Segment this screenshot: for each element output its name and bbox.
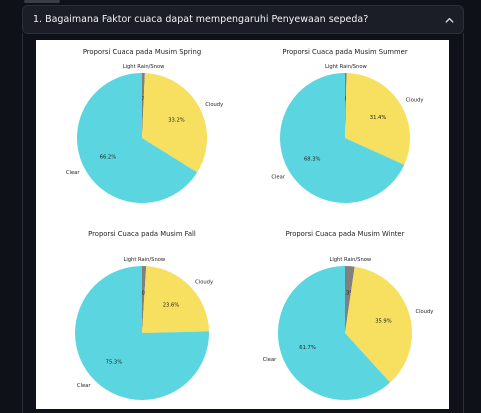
chart-title: Proporsi Cuaca pada Musim Summer — [282, 48, 407, 56]
pie-chart-4: Proporsi Cuaca pada Musim Winter 2.3% Ligh… — [263, 230, 433, 400]
pct-label-clear: 68.3% — [304, 157, 321, 163]
pie-slice-cloudy — [345, 73, 411, 165]
slice-label-cloudy: Cloudy — [406, 98, 424, 104]
pie-slice-cloudy — [142, 266, 209, 333]
pie-chart-figure: Proporsi Cuaca pada Musim Spring 0.7% Ligh… — [36, 40, 449, 409]
pie-slice-light-rain-snow — [345, 266, 355, 333]
chevron-up-icon[interactable] — [444, 15, 455, 26]
pct-label-clear: 75.3% — [106, 359, 123, 365]
slice-label-cloudy: Cloudy — [195, 279, 213, 285]
pct-label-light-rain-snow: 0.4% — [339, 97, 352, 103]
pie-slice-clear — [74, 266, 209, 400]
pie-chart-1: Proporsi Cuaca pada Musim Spring 0.7% Ligh… — [66, 48, 223, 204]
pie-slice-light-rain-snow — [345, 73, 347, 138]
pct-label-cloudy: 35.9% — [375, 319, 392, 325]
slice-label-clear: Clear — [66, 170, 80, 176]
top-divider — [24, 0, 60, 3]
pct-label-cloudy: 23.6% — [163, 303, 180, 309]
slice-label-cloudy: Cloudy — [205, 102, 223, 108]
chart-title: Proporsi Cuaca pada Musim Fall — [88, 230, 196, 238]
pie-charts-svg: Proporsi Cuaca pada Musim Spring 0.7% Ligh… — [66, 48, 433, 400]
pie-slice-light-rain-snow — [142, 72, 145, 138]
weather-question-expander[interactable]: 1. Bagaimana Faktor cuaca dapat mempenga… — [22, 5, 464, 34]
pct-label-cloudy: 31.4% — [370, 115, 387, 121]
pct-label-clear: 61.7% — [299, 345, 316, 351]
pie-slice-cloudy — [345, 266, 412, 383]
chart-title: Proporsi Cuaca pada Musim Winter — [286, 230, 405, 238]
chart-title: Proporsi Cuaca pada Musim Spring — [83, 48, 201, 56]
slice-label-clear: Clear — [263, 357, 277, 363]
slice-label-light-rain-snow: Light Rain/Snow — [123, 257, 165, 263]
pct-label-clear: 66.2% — [100, 154, 117, 160]
pct-label-light-rain-snow: 0.7% — [136, 97, 149, 103]
pie-chart-3: Proporsi Cuaca pada Musim Fall 1.0% Light … — [74, 230, 213, 400]
pie-slice-light-rain-snow — [142, 266, 147, 333]
pie-slice-cloudy — [142, 73, 208, 173]
slice-label-cloudy: Cloudy — [415, 309, 433, 315]
expander-title: 1. Bagaimana Faktor cuaca dapat mempenga… — [33, 14, 369, 25]
pie-slice-clear — [277, 265, 391, 400]
slice-label-light-rain-snow: Light Rain/Snow — [123, 64, 165, 70]
expander-body — [22, 33, 464, 413]
pie-slice-clear — [280, 73, 405, 203]
pie-slice-clear — [77, 73, 198, 204]
slice-label-clear: Clear — [271, 174, 285, 180]
slice-label-clear: Clear — [77, 383, 91, 389]
slice-label-light-rain-snow: Light Rain/Snow — [329, 257, 371, 263]
pie-chart-2: Proporsi Cuaca pada Musim Summer 0.4% Ligh… — [271, 48, 423, 203]
pct-label-cloudy: 33.2% — [168, 117, 185, 123]
pct-label-light-rain-snow: 2.3% — [341, 290, 354, 296]
slice-label-light-rain-snow: Light Rain/Snow — [325, 64, 367, 70]
pct-label-light-rain-snow: 1.0% — [137, 290, 150, 296]
